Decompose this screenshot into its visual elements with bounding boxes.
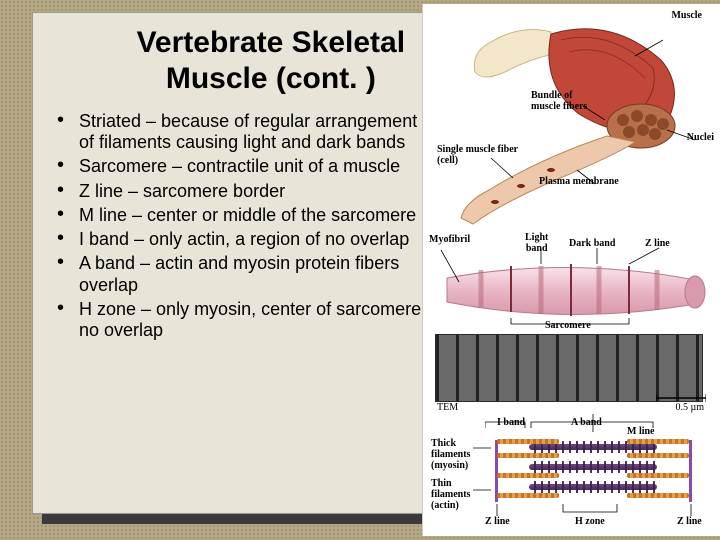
label-muscle: Muscle (671, 10, 702, 21)
bullet-item: I band – only actin, a region of no over… (57, 229, 437, 250)
filament-diagram: I band A band M line Thick filaments (my… (431, 414, 713, 532)
thin-filament (497, 494, 559, 497)
myofibril-illustration (429, 242, 713, 328)
slide-title: Vertebrate Skeletal Muscle (cont. ) (57, 25, 485, 97)
title-line-1: Vertebrate Skeletal (137, 26, 406, 59)
bullet-item: H zone – only myosin, center of sarcomer… (57, 299, 437, 341)
bullet-item: Striated – because of regular arrangemen… (57, 111, 437, 153)
label-hzone: H zone (575, 516, 605, 527)
bullet-item: M line – center or middle of the sarcome… (57, 205, 437, 226)
label-zline-r: Z line (677, 516, 702, 527)
thin-filament (627, 440, 689, 443)
bullet-item: A band – actin and myosin protein fibers… (57, 253, 437, 295)
thin-filament (627, 474, 689, 477)
tem-micrograph (435, 334, 703, 402)
label-scale: 0.5 µm (675, 402, 704, 413)
bullet-list: Striated – because of regular arrangemen… (57, 111, 437, 341)
thin-filament (497, 474, 559, 477)
bullet-item: Z line – sarcomere border (57, 181, 437, 202)
bullet-item: Sarcomere – contractile unit of a muscle (57, 156, 437, 177)
label-zline-top: Z line (645, 238, 670, 249)
label-sarcomere: Sarcomere (545, 320, 591, 331)
label-myofibril: Myofibril (429, 234, 470, 245)
thin-filament (627, 454, 689, 457)
thick-filament (529, 444, 657, 450)
scale-bar (656, 394, 706, 402)
title-line-2: Muscle (cont. ) (166, 62, 376, 95)
muscle-illustration (431, 10, 713, 250)
thin-filament (627, 494, 689, 497)
label-plasma: Plasma membrane (539, 176, 619, 187)
thin-filament (497, 454, 559, 457)
label-nuclei: Nuclei (687, 132, 714, 143)
label-aband: A band (571, 417, 602, 428)
label-dark-band: Dark band (569, 238, 615, 249)
label-bundle: Bundle of muscle fibers (531, 90, 587, 112)
muscle-diagram: Muscle Bundle of muscle fibers Nuclei Si… (422, 4, 720, 536)
label-single-fiber: Single muscle fiber (cell) (437, 144, 518, 166)
label-mline: M line (627, 426, 655, 437)
label-light-band: Light band (525, 232, 548, 254)
thin-filament (497, 440, 559, 443)
thick-filament (529, 484, 657, 490)
label-zline-l: Z line (485, 516, 510, 527)
thick-filament (529, 464, 657, 470)
zline-bar (689, 440, 692, 502)
label-iband: I band (497, 417, 525, 428)
side-leaders (473, 442, 493, 500)
label-tem: TEM (437, 402, 458, 413)
